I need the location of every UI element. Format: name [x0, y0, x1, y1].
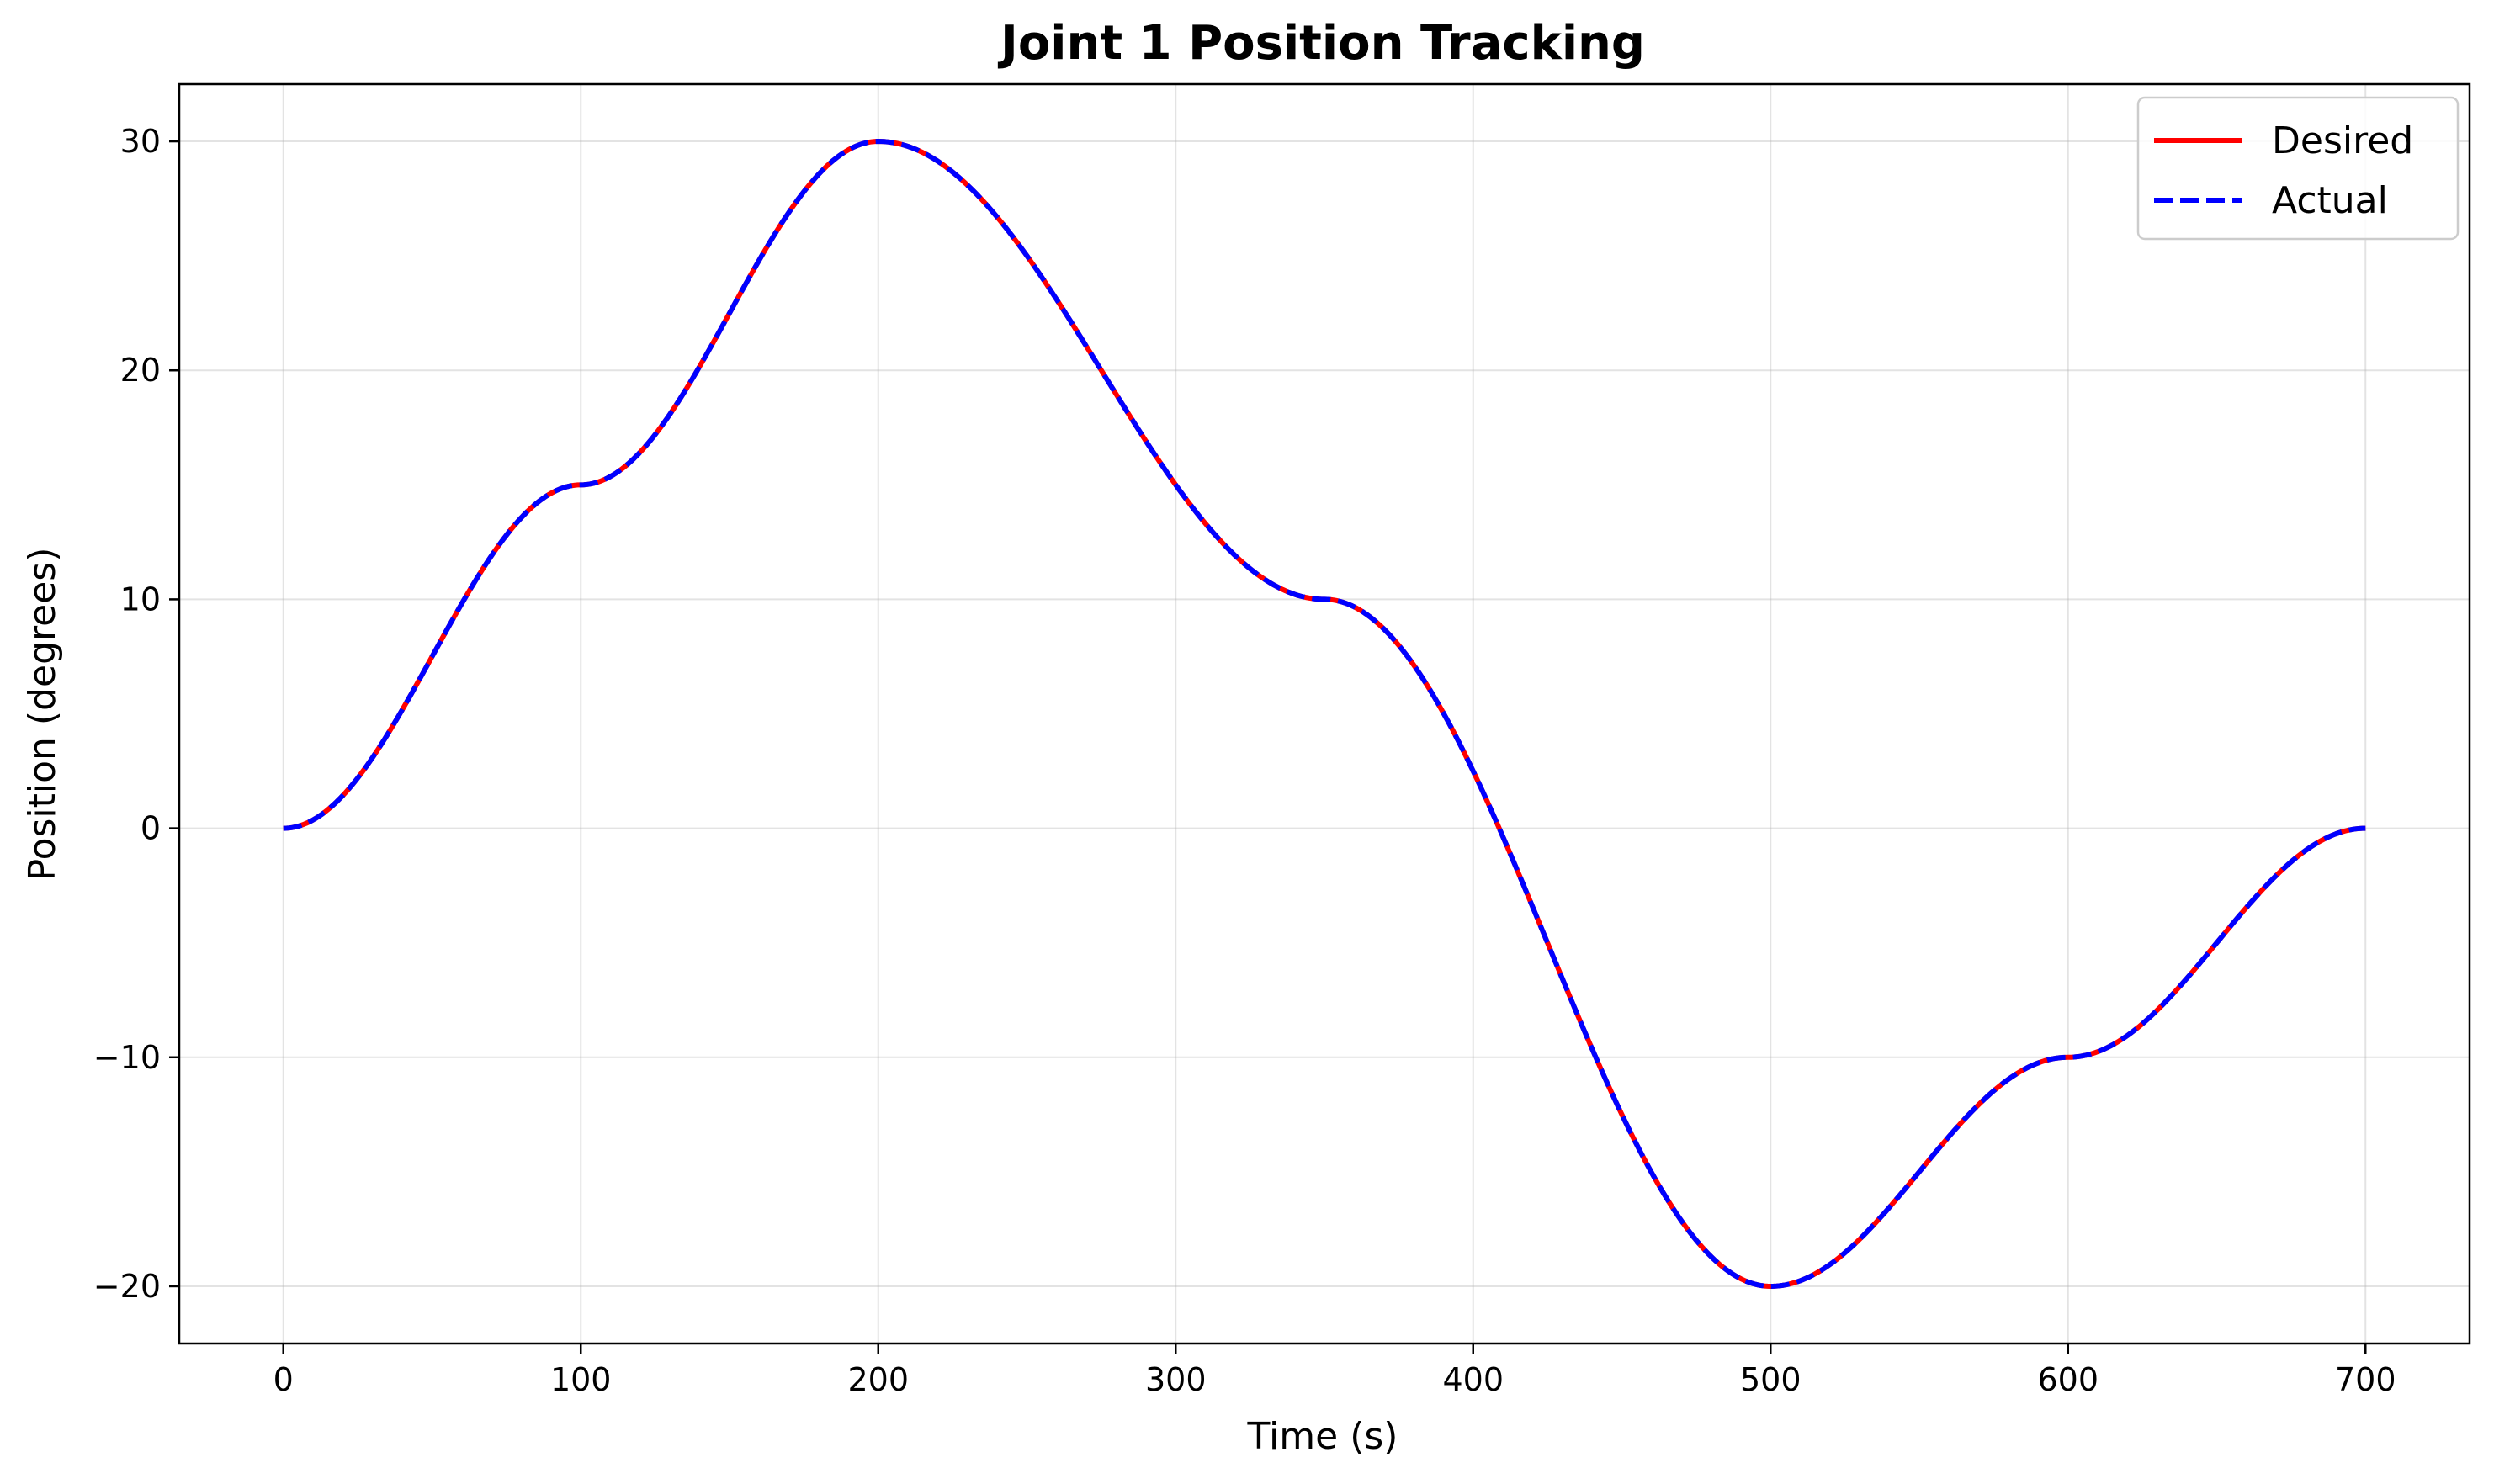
y-tick-label: −20 — [93, 1268, 161, 1305]
y-tick-label: 0 — [141, 810, 161, 847]
legend: Desired Actual — [2136, 96, 2460, 241]
legend-label-actual: Actual — [2272, 179, 2388, 222]
x-tick-label: 400 — [1442, 1361, 1504, 1398]
y-tick-label: 10 — [120, 580, 161, 617]
x-tick-label: 0 — [273, 1361, 294, 1398]
x-axis-label: Time (s) — [1247, 1415, 1398, 1458]
chart-title: Joint 1 Position Tracking — [997, 16, 1645, 71]
y-tick-label: 30 — [120, 123, 161, 160]
x-tick-label: 200 — [847, 1361, 909, 1398]
x-tick-label: 700 — [2335, 1361, 2396, 1398]
y-axis-ticks: −20 −10 0 10 20 30 — [93, 123, 179, 1305]
y-axis-label: Position (degrees) — [21, 548, 64, 882]
plot-area-frame — [178, 82, 2471, 1345]
y-tick-label: 20 — [120, 352, 161, 389]
x-tick-label: 500 — [1740, 1361, 1802, 1398]
x-tick-label: 300 — [1145, 1361, 1207, 1398]
plot-lines — [283, 139, 2366, 1289]
x-tick-label: 100 — [550, 1361, 612, 1398]
x-tick-label: 600 — [2038, 1361, 2099, 1398]
x-axis-ticks: 0 100 200 300 400 500 600 700 — [273, 1344, 2396, 1398]
y-tick-label: −10 — [93, 1039, 161, 1076]
legend-label-desired: Desired — [2272, 119, 2413, 162]
series-actual-line — [283, 139, 2366, 1289]
legend-box — [2136, 96, 2460, 241]
